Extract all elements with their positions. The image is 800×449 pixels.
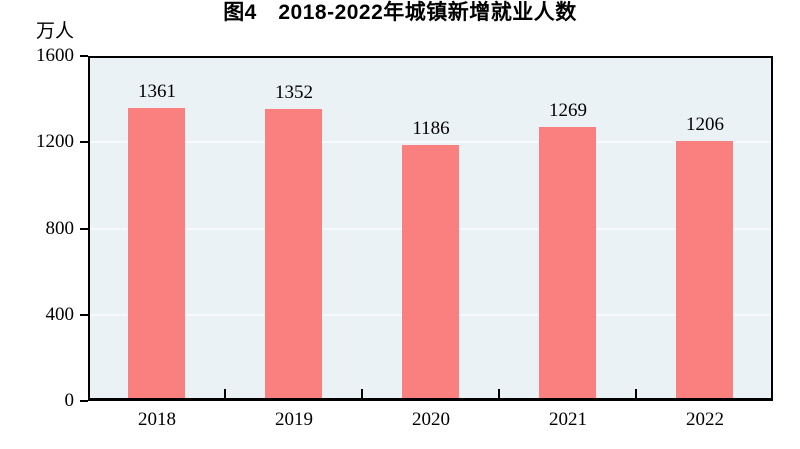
y-axis-tick-label: 800 bbox=[45, 218, 75, 239]
x-axis-category-label: 2021 bbox=[549, 409, 587, 430]
y-axis-tick-label: 400 bbox=[45, 304, 75, 325]
y-axis-tick bbox=[80, 55, 88, 57]
bar-value-label: 1186 bbox=[412, 118, 450, 139]
y-axis-unit-label: 万人 bbox=[36, 21, 75, 42]
x-axis-tick bbox=[224, 389, 226, 398]
y-axis-tick bbox=[80, 314, 88, 316]
x-axis-category-label: 2020 bbox=[412, 409, 450, 430]
bar-2019 bbox=[265, 109, 322, 398]
x-axis-tick bbox=[635, 389, 637, 398]
y-axis-tick bbox=[80, 141, 88, 143]
bar-2022 bbox=[676, 141, 733, 398]
bar-value-label: 1361 bbox=[138, 81, 176, 102]
y-axis-tick-label: 1600 bbox=[36, 45, 74, 66]
bar-value-label: 1352 bbox=[275, 82, 313, 103]
x-axis-category-label: 2022 bbox=[686, 409, 724, 430]
x-axis-category-label: 2019 bbox=[275, 409, 313, 430]
x-axis-category-label: 2018 bbox=[138, 409, 176, 430]
y-axis-tick-label: 0 bbox=[64, 390, 75, 411]
bar-2018 bbox=[128, 108, 185, 398]
bar-2021 bbox=[539, 127, 596, 398]
chart-title: 图4 2018-2022年城镇新增就业人数 bbox=[223, 1, 577, 24]
bar-value-label: 1206 bbox=[686, 114, 724, 135]
x-axis-tick bbox=[498, 389, 500, 398]
y-axis-tick bbox=[80, 228, 88, 230]
bar-value-label: 1269 bbox=[549, 100, 587, 121]
gridline bbox=[90, 141, 771, 143]
y-axis-tick-label: 1200 bbox=[36, 131, 74, 152]
bar-2020 bbox=[402, 145, 459, 398]
y-axis-tick bbox=[80, 400, 88, 402]
x-axis-tick bbox=[361, 389, 363, 398]
